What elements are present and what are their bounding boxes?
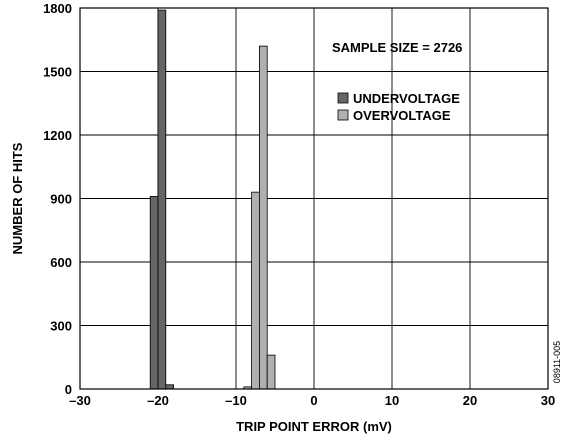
y-tick-label: 1200: [43, 128, 72, 143]
y-tick-label: 600: [50, 255, 72, 270]
legend: UNDERVOLTAGE OVERVOLTAGE: [337, 91, 460, 123]
sample-size-annotation: SAMPLE SIZE = 2726: [332, 40, 462, 55]
legend-swatch-overvoltage: [337, 109, 349, 121]
x-tick-label: –30: [69, 393, 91, 408]
bar-overvoltage: [266, 354, 276, 390]
bar-undervoltage: [157, 9, 167, 390]
bar-undervoltage: [149, 195, 159, 390]
x-axis-title: TRIP POINT ERROR (mV): [236, 419, 392, 434]
legend-label-overvoltage: OVERVOLTAGE: [353, 108, 451, 123]
x-tick-label: 30: [541, 393, 555, 408]
x-tick-label: 0: [310, 393, 317, 408]
y-tick-label: 900: [50, 192, 72, 207]
y-axis-title: NUMBER OF HITS: [10, 142, 25, 254]
x-tick-label: –10: [225, 393, 247, 408]
x-tick-label: 10: [385, 393, 399, 408]
figure-id: 08911-005: [552, 341, 562, 383]
bar-overvoltage: [251, 191, 260, 390]
y-tick-labels: 0 300 600 900 1200 1500 1800: [43, 1, 72, 397]
plot-frame: [79, 7, 549, 390]
y-tick-label: 0: [65, 382, 72, 397]
bar-overvoltage: [258, 45, 268, 390]
y-tick-label: 1500: [43, 65, 72, 80]
x-tick-label: –20: [147, 393, 169, 408]
y-tick-label: 1800: [43, 1, 72, 16]
x-tick-labels: –30 –20 –10 0 10 20 30: [69, 393, 555, 408]
x-tick-label: 20: [463, 393, 477, 408]
bar-undervoltage: [165, 384, 175, 390]
legend-swatch-undervoltage: [337, 92, 349, 104]
legend-label-undervoltage: UNDERVOLTAGE: [353, 91, 460, 106]
y-tick-label: 300: [50, 319, 72, 334]
bars: [149, 9, 276, 390]
